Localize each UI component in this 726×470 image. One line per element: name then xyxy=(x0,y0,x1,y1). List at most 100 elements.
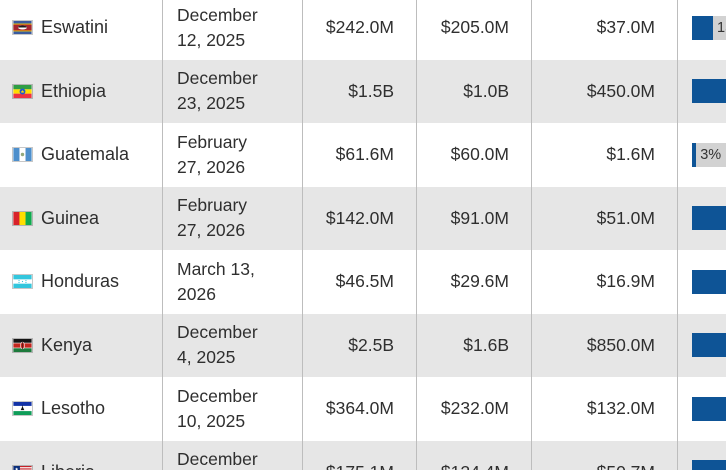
percent-bar-cell xyxy=(677,250,726,314)
table-row: Ethiopia December 23, 2025 $1.5B $1.0B $… xyxy=(0,59,726,124)
date-line-1: December xyxy=(177,4,258,25)
date-cell: February 27, 2026 xyxy=(162,123,302,187)
country-cell: Honduras xyxy=(0,250,162,314)
flag-guinea-icon xyxy=(12,210,33,226)
amount-1-cell: $2.5B xyxy=(302,313,416,377)
table-row: Guinea February 27, 2026 $142.0M $91.0M … xyxy=(0,186,726,251)
flag-lesotho-icon xyxy=(12,401,33,417)
amount-1-cell: $175.1M xyxy=(302,440,416,470)
country-cell: Eswatini xyxy=(0,0,162,60)
amount-3-cell: $37.0M xyxy=(531,0,677,60)
amount-2-cell: $124.4M xyxy=(416,440,531,470)
country-cell: Lesotho xyxy=(0,377,162,441)
amount-1-cell: $61.6M xyxy=(302,123,416,187)
country-cell: Guatemala xyxy=(0,123,162,187)
amount-2-cell: $1.6B xyxy=(416,313,531,377)
percent-bar-track xyxy=(692,396,726,421)
amount-1-cell: $364.0M xyxy=(302,377,416,441)
table-row: Eswatini December 12, 2025 $242.0M $205.… xyxy=(0,0,726,60)
date-cell: December 23, 2025 xyxy=(162,59,302,123)
percent-bar-fill xyxy=(692,333,726,358)
percent-bar-track xyxy=(692,79,726,104)
date-line-1: December xyxy=(177,449,258,470)
amount-2-cell: $29.6M xyxy=(416,250,531,314)
percent-bar-fill xyxy=(692,15,713,40)
country-name: Liberia xyxy=(41,462,95,470)
percent-bar-track xyxy=(692,333,726,358)
percent-bar-cell: 3% xyxy=(677,123,726,187)
date-cell: February 27, 2026 xyxy=(162,186,302,250)
date-line-2: 23, 2025 xyxy=(177,93,246,114)
country-cell: Liberia xyxy=(0,441,162,470)
country-name: Lesotho xyxy=(41,398,106,419)
country-cell: Kenya xyxy=(0,314,162,378)
flag-kenya-icon xyxy=(12,337,33,353)
date-line-2: 2026 xyxy=(177,283,216,304)
date-line-1: March 13, xyxy=(177,258,255,279)
amount-2-cell: $232.0M xyxy=(416,377,531,441)
country-name: Guatemala xyxy=(41,144,130,165)
percent-bar-fill xyxy=(692,396,726,421)
date-line-1: February xyxy=(177,131,248,152)
country-name: Honduras xyxy=(41,271,120,292)
amount-1-cell: $1.5B xyxy=(302,59,416,123)
country-name: Kenya xyxy=(41,334,93,355)
percent-bar-track xyxy=(692,269,726,294)
percent-bar-track: 3% xyxy=(692,142,726,167)
table-row: Lesotho December 10, 2025 $364.0M $232.0… xyxy=(0,377,726,441)
date-cell: December xyxy=(162,440,302,470)
flag-eswatini-icon xyxy=(12,20,33,36)
amount-2-cell: $91.0M xyxy=(416,186,531,250)
country-name: Guinea xyxy=(41,207,100,228)
percent-bar-cell xyxy=(677,377,726,441)
flag-ethiopia-icon xyxy=(12,83,33,99)
country-name: Ethiopia xyxy=(41,80,107,101)
flag-liberia-icon xyxy=(12,464,33,470)
date-line-1: December xyxy=(177,68,258,89)
amount-1-cell: $142.0M xyxy=(302,186,416,250)
amount-3-cell: $450.0M xyxy=(531,59,677,123)
percent-bar-cell xyxy=(677,186,726,250)
date-line-1: February xyxy=(177,195,248,216)
percent-bar-cell: 15% xyxy=(677,0,726,60)
percent-bar-fill xyxy=(692,206,726,231)
percent-bar-track xyxy=(692,460,726,470)
amount-2-cell: $60.0M xyxy=(416,123,531,187)
date-cell: December 10, 2025 xyxy=(162,377,302,441)
table-row: Liberia December $175.1M $124.4M $50.7M xyxy=(0,440,726,470)
amount-3-cell: $850.0M xyxy=(531,313,677,377)
amount-3-cell: $16.9M xyxy=(531,250,677,314)
date-line-2: 12, 2025 xyxy=(177,29,246,50)
country-cell: Ethiopia xyxy=(0,60,162,124)
date-line-2: 27, 2026 xyxy=(177,220,246,241)
amount-3-cell: $1.6M xyxy=(531,123,677,187)
date-line-2: 10, 2025 xyxy=(177,410,246,431)
amount-3-cell: $50.7M xyxy=(531,440,677,470)
table-row: Guatemala February 27, 2026 $61.6M $60.0… xyxy=(0,123,726,187)
date-line-2: 4, 2025 xyxy=(177,347,236,368)
percent-bar-fill xyxy=(692,79,726,104)
percent-label: 15% xyxy=(717,19,726,36)
date-cell: December 12, 2025 xyxy=(162,0,302,60)
country-name: Eswatini xyxy=(41,17,109,38)
amount-3-cell: $51.0M xyxy=(531,186,677,250)
amount-1-cell: $242.0M xyxy=(302,0,416,60)
date-line-1: December xyxy=(177,385,258,406)
percent-bar-track xyxy=(692,206,726,231)
flag-honduras-icon xyxy=(12,274,33,290)
amount-1-cell: $46.5M xyxy=(302,250,416,314)
percent-bar-fill xyxy=(692,269,726,294)
date-cell: December 4, 2025 xyxy=(162,313,302,377)
date-cell: March 13, 2026 xyxy=(162,250,302,314)
date-line-1: December xyxy=(177,322,258,343)
percent-bar-cell xyxy=(677,59,726,123)
percent-bar-fill xyxy=(692,460,726,470)
amount-2-cell: $205.0M xyxy=(416,0,531,60)
amount-3-cell: $132.0M xyxy=(531,377,677,441)
table-row: Kenya December 4, 2025 $2.5B $1.6B $850.… xyxy=(0,313,726,378)
country-cell: Guinea xyxy=(0,187,162,251)
date-line-2: 27, 2026 xyxy=(177,156,246,177)
percent-bar-fill xyxy=(692,142,697,167)
